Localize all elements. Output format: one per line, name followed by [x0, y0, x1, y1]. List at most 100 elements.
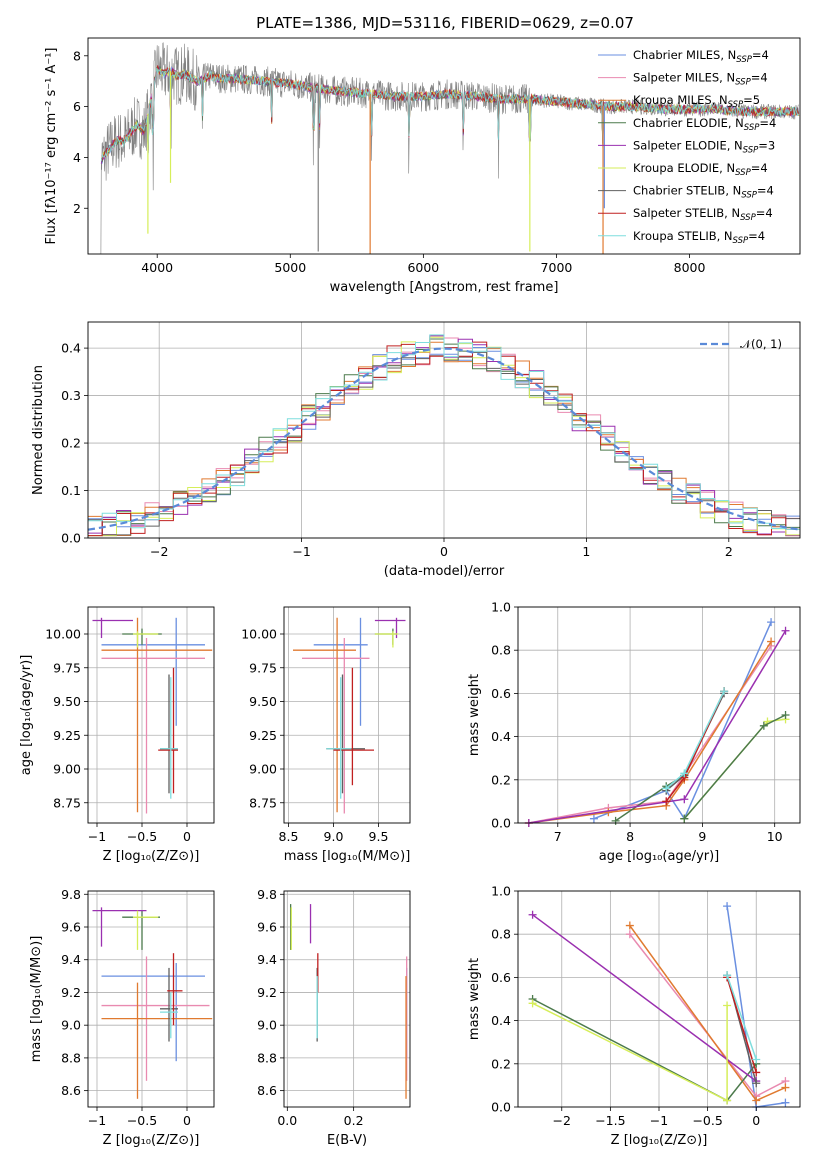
data-point-marker [611, 816, 620, 825]
x-axis-label: Z [log₁₀(Z/Z⊙)] [103, 1133, 200, 1148]
x-axis-label: E(B-V) [327, 1133, 367, 1148]
data-point-marker [589, 814, 598, 823]
tick-label-x: −1.5 [595, 1113, 625, 1128]
y-axis-label: age [log₁₀(age/yr)] [19, 655, 34, 776]
data-point-marker [723, 1001, 732, 1010]
legend: 𝒩(0, 1) [700, 337, 782, 351]
plot-area [99, 42, 800, 254]
tick-label-y: 8 [73, 48, 81, 63]
legend-label: Chabrier MILES, NSSP=4 [633, 48, 769, 65]
x-axis-label: age [log₁₀(age/yr)] [599, 849, 720, 864]
panel-mass-weight-vs-age: 7 8 9 10 0.0 0.2 0.4 0.6 0.8 1.0 age [log₁₀(age/yr… [467, 600, 801, 864]
tick-label-y: 0.2 [491, 772, 511, 787]
y-axis-label: mass weight [467, 958, 482, 1040]
tick-label-x: −1 [88, 829, 106, 844]
plot-area [92, 617, 213, 814]
axes-frame [283, 890, 411, 1108]
legend-label-n: =3 [758, 138, 775, 152]
y-axis-label: mass weight [467, 674, 482, 756]
legend-label-sub: SSP [743, 145, 759, 155]
tick-label-x: −0.5 [127, 829, 157, 844]
legend-label-main: Chabrier MILES, N [633, 48, 736, 62]
tick-label-y: 0.2 [491, 1056, 511, 1071]
tick-label-y: 0.1 [61, 483, 81, 498]
legend-label-n: =4 [748, 229, 765, 243]
figure-title: PLATE=1386, MJD=53116, FIBERID=0629, z=0… [256, 14, 634, 32]
tick-label-y: 9.4 [257, 952, 277, 967]
tick-label-x: 0 [183, 1113, 191, 1128]
axes-frame [87, 606, 215, 824]
tick-label-y: 9.25 [249, 728, 277, 743]
tick-label-y: 9.4 [61, 952, 81, 967]
legend-label: Kroupa MILES, NSSP=5 [633, 93, 760, 110]
legend-label-n: =4 [756, 206, 773, 220]
legend-label-main: Salpeter MILES, N [633, 71, 735, 85]
tick-label-y: 0.3 [61, 388, 81, 403]
tick-label-y: 2 [73, 201, 81, 216]
tick-label-y: 9.50 [53, 694, 81, 709]
x-axis-label: Z [log₁₀(Z/Z⊙)] [611, 1133, 708, 1148]
tick-label-x: 0.0 [277, 1113, 297, 1128]
data-point-marker [662, 797, 671, 806]
tick-label-x: 9.5 [369, 829, 389, 844]
legend-label: Chabrier STELIB, NSSP=4 [633, 184, 774, 201]
data-point-marker [723, 971, 732, 980]
legend-label-sub: SSP [740, 213, 756, 223]
data-point-marker [680, 814, 689, 823]
tick-label-y: 8.75 [53, 795, 81, 810]
data-point-marker [781, 1083, 790, 1092]
tick-label-y: 9.0 [61, 1018, 81, 1033]
legend-label-sub: SSP [728, 100, 744, 110]
tick-label-x: 0 [440, 544, 448, 559]
tick-label-y: 8.6 [257, 1083, 277, 1098]
tick-label-y: 0.6 [491, 686, 511, 701]
axes-frame [87, 890, 215, 1108]
tick-label-y: 0.0 [491, 1100, 511, 1115]
panel-mass-weight-vs-Z: −2 −1.5 −1 −0.5 0 0.0 0.2 0.4 0.6 0.8 1.0 Z [log₁₀(… [467, 884, 801, 1148]
tick-label-x: 4000 [141, 260, 173, 275]
series-line [683, 714, 786, 820]
tick-label-y: 0.8 [491, 643, 511, 658]
tick-label-x: 8000 [674, 260, 706, 275]
series-line [726, 977, 757, 1073]
data-point-marker [528, 999, 537, 1008]
tick-label-y: 1.0 [491, 884, 511, 899]
tick-label-y: 0.4 [61, 341, 81, 356]
legend-label-main: Chabrier ELODIE, N [633, 116, 744, 130]
legend-label-sub: SSP [735, 168, 751, 178]
tick-label-y: 0.8 [491, 927, 511, 942]
tick-label-x: 0.2 [344, 1113, 364, 1128]
tick-label-x: 7 [554, 829, 562, 844]
tick-label-y: 0.2 [61, 436, 81, 451]
axes-frame [283, 606, 411, 824]
legend-label-sub: SSP [744, 123, 760, 133]
series-line [528, 645, 772, 824]
tick-label-y: 10.00 [241, 627, 277, 642]
data-point-marker [723, 902, 732, 911]
tick-label-x: 7000 [541, 260, 573, 275]
series-line [532, 998, 757, 1102]
data-point-marker [767, 618, 776, 627]
plot-area [524, 618, 790, 827]
legend-label-sub: SSP [735, 78, 751, 88]
tick-label-x: −1 [88, 1113, 106, 1128]
tick-label-x: 8.5 [279, 829, 299, 844]
tick-label-x: −2 [150, 544, 168, 559]
tick-label-y: 9.00 [53, 762, 81, 777]
panel-spectrum: 4000 5000 6000 7000 8000 2 4 6 8 wavelength [Angs… [44, 37, 801, 295]
tick-label-x: 0 [183, 829, 191, 844]
tick-label-x: 1 [582, 544, 590, 559]
legend-label: 𝒩(0, 1) [740, 337, 782, 351]
data-point-marker [720, 687, 729, 696]
legend-label-n: =4 [759, 116, 776, 130]
tick-label-y: 0.0 [61, 531, 81, 546]
tick-label-x: 0 [752, 1113, 760, 1128]
tick-label-x: 10 [767, 829, 783, 844]
legend-label-n: =4 [751, 161, 768, 175]
panel-residuals: −2 −1 0 1 2 0.0 0.1 0.2 0.3 0.4 (data-model)/error… [31, 321, 801, 579]
y-axis-label: Normed distribution [31, 365, 46, 495]
tick-label-y: 6 [73, 99, 81, 114]
tick-label-y: 8.8 [257, 1050, 277, 1065]
tick-label-y: 0.6 [491, 970, 511, 985]
